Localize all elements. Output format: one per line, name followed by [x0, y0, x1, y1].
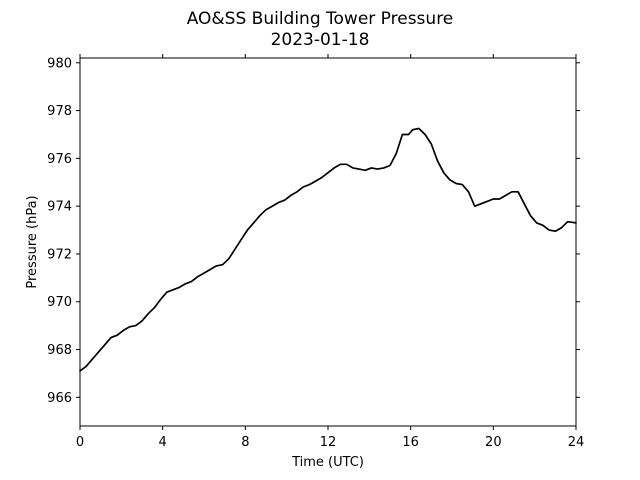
- x-axis-label: Time (UTC): [291, 455, 364, 470]
- y-tick-label: 980: [47, 56, 72, 71]
- plot-area: [79, 127, 577, 372]
- y-tick-label: 970: [47, 295, 72, 310]
- y-tick-label: 966: [47, 391, 72, 406]
- x-tick-label: 0: [76, 435, 84, 450]
- y-axis-label: Pressure (hPa): [25, 195, 40, 288]
- y-tick-label: 972: [47, 247, 72, 262]
- x-tick-label: 12: [320, 435, 337, 450]
- x-tick-label: 4: [159, 435, 167, 450]
- y-tick-label: 968: [47, 343, 72, 358]
- x-axis: 0 4 8 12 16 20 24: [76, 54, 584, 450]
- y-tick-label: 974: [47, 200, 72, 215]
- chart-title: AO&SS Building Tower Pressure: [187, 9, 454, 29]
- x-tick-label: 20: [485, 435, 502, 450]
- y-tick-label: 976: [47, 152, 72, 167]
- x-tick-label: 24: [568, 435, 585, 450]
- chart-subtitle: 2023-01-18: [271, 30, 370, 50]
- y-tick-label: 978: [47, 104, 72, 119]
- x-tick-label: 8: [241, 435, 249, 450]
- x-tick-label: 16: [402, 435, 419, 450]
- pressure-series-line: [79, 127, 577, 372]
- y-axis: 966 968 970 972 974 976 978 980: [47, 56, 580, 406]
